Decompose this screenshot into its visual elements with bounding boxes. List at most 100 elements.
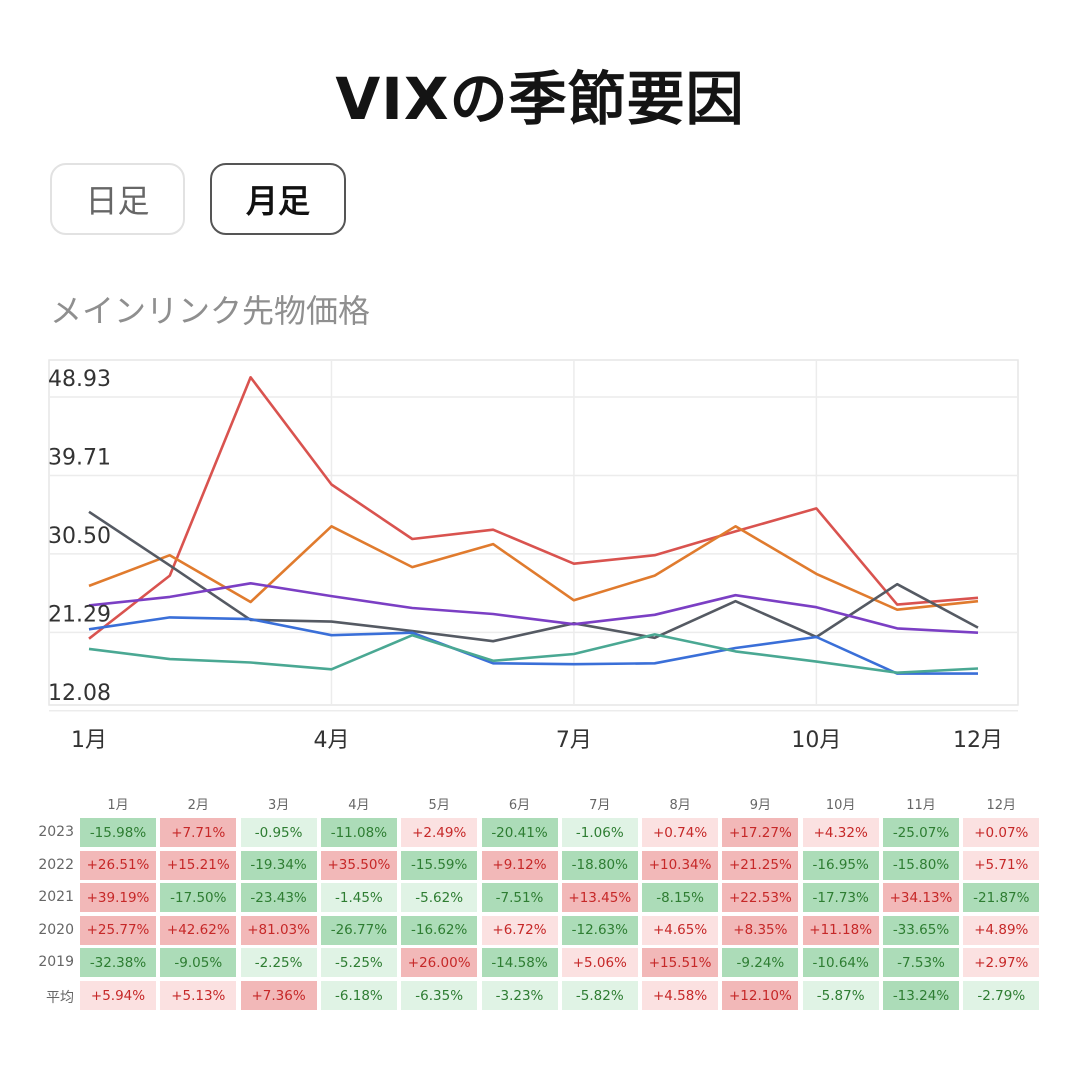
heatmap-row-header: 2022 — [38, 856, 74, 873]
heatmap-cell: +5.71% — [963, 850, 1040, 880]
heatmap-cell: +81.03% — [240, 915, 317, 945]
heatmap-cell: -23.43% — [240, 883, 317, 913]
heatmap-cell: +26.00% — [401, 948, 478, 978]
heatmap-cell: +0.74% — [642, 818, 719, 847]
heatmap-cell: -2.25% — [240, 948, 317, 978]
y-tick-label: 12.08 — [48, 681, 111, 706]
heatmap-cell: +13.45% — [561, 883, 638, 913]
heatmap-cell: -33.65% — [883, 915, 959, 945]
heatmap-cell: -14.58% — [481, 948, 558, 978]
heatmap-cell: -0.95% — [240, 818, 317, 847]
heatmap-cell: -6.18% — [320, 981, 397, 1010]
heatmap-cell: +5.94% — [80, 981, 156, 1010]
heatmap-cell: +5.13% — [160, 981, 237, 1010]
heatmap-cell: -1.45% — [320, 883, 397, 913]
heatmap-cell: -5.82% — [561, 981, 638, 1010]
heatmap-column-header: 11月 — [906, 798, 936, 813]
heatmap-cell: -15.80% — [883, 850, 959, 880]
heatmap-cell: -2.79% — [963, 981, 1040, 1010]
series-line-1 — [88, 375, 979, 640]
chart-subtitle: メインリンク先物価格 — [50, 292, 371, 330]
heatmap-column-header: 5月 — [428, 798, 450, 813]
y-tick-label: 48.93 — [48, 367, 111, 392]
heatmap-column-header: 1月 — [107, 798, 129, 813]
heatmap-cell: -3.23% — [481, 981, 558, 1010]
heatmap-cell: +5.06% — [561, 948, 638, 978]
heatmap-column-header: 10月 — [825, 798, 856, 813]
x-tick-label: 10月 — [791, 728, 841, 753]
heatmap-cell: +26.51% — [80, 850, 156, 880]
heatmap-cell: +11.18% — [802, 915, 879, 945]
heatmap-cell: +7.71% — [160, 818, 237, 847]
heatmap-cell: +39.19% — [80, 883, 156, 913]
heatmap-cell: +35.50% — [320, 850, 397, 880]
heatmap-column-header: 2月 — [187, 798, 209, 813]
series-line-3 — [88, 510, 979, 643]
series-line-2 — [88, 525, 979, 612]
y-tick-label: 30.50 — [48, 524, 111, 549]
series-line-4 — [88, 582, 979, 634]
heatmap-cell: -9.05% — [160, 948, 237, 978]
heatmap-cell: +25.77% — [80, 915, 156, 945]
heatmap-cell: +34.13% — [883, 883, 959, 913]
heatmap-cell: +9.12% — [481, 850, 558, 880]
heatmap-row-header: 2021 — [38, 889, 74, 906]
tab-monthly[interactable]: 月足 — [210, 163, 346, 235]
heatmap-cell: -13.24% — [883, 981, 959, 1010]
heatmap-cell: +8.35% — [722, 915, 799, 945]
seasonality-heatmap: 1月 2月 3月 4月 5月 6月 7月 8月 9月 10月 11月 12月 2023 -15.98% +7… — [0, 780, 1080, 1020]
series-line-5 — [88, 616, 978, 675]
heatmap-cell: -7.53% — [883, 948, 959, 978]
heatmap-cell: -6.35% — [401, 981, 478, 1010]
heatmap-cell: -11.08% — [320, 818, 397, 847]
heatmap-cell: +22.53% — [722, 883, 799, 913]
heatmap-cell: +4.65% — [642, 915, 719, 945]
heatmap-cell: +17.27% — [722, 818, 799, 847]
heatmap-column-header: 9月 — [749, 798, 772, 813]
heatmap-cell: +0.07% — [963, 818, 1040, 847]
heatmap-cell: -18.80% — [561, 850, 638, 880]
tab-daily[interactable]: 日足 — [50, 163, 185, 235]
heatmap-cell: -8.15% — [642, 883, 719, 913]
heatmap-cell: -1.06% — [561, 818, 638, 847]
plot-frame — [48, 359, 1019, 706]
heatmap-cell: -5.87% — [802, 981, 879, 1010]
heatmap-cell: +12.10% — [722, 981, 799, 1010]
heatmap-cell: -10.64% — [802, 948, 879, 978]
heatmap-cell: -26.77% — [320, 915, 397, 945]
heatmap-cell: +15.21% — [160, 850, 237, 880]
heatmap-cell: -19.34% — [240, 850, 317, 880]
heatmap-cell: -9.24% — [722, 948, 799, 978]
heatmap-cell: +7.36% — [240, 981, 317, 1010]
heatmap-column-header: 12月 — [986, 798, 1017, 813]
heatmap-cell: -25.07% — [883, 818, 959, 847]
heatmap-cell: +15.51% — [642, 948, 719, 978]
x-tick-label: 1月 — [71, 728, 107, 753]
heatmap-cell: +6.72% — [481, 915, 558, 945]
heatmap-cell: -16.62% — [401, 915, 478, 945]
heatmap-cell: +4.89% — [963, 915, 1040, 945]
line-chart: 48.93 39.71 30.50 21.29 12.08 1月 4月 7月 10月 12月 — [48, 359, 1019, 753]
heatmap-column-header: 7月 — [589, 798, 611, 813]
x-tick-label: 4月 — [313, 728, 349, 753]
heatmap-cell: -15.59% — [401, 850, 478, 880]
heatmap-cell: -7.51% — [481, 883, 558, 913]
heatmap-cell: +2.97% — [963, 948, 1040, 978]
heatmap-column-header: 8月 — [669, 798, 691, 813]
heatmap-column-header: 3月 — [267, 798, 290, 813]
heatmap-cell: -17.73% — [802, 883, 879, 913]
heatmap-cell: +4.58% — [642, 981, 719, 1010]
heatmap-row-header: 2020 — [38, 921, 74, 938]
heatmap-row-header: 平均 — [46, 990, 74, 1006]
heatmap-column-header: 6月 — [508, 798, 531, 813]
x-tick-label: 7月 — [556, 728, 592, 753]
heatmap-cell: +42.62% — [160, 915, 237, 945]
heatmap-cell: +21.25% — [722, 850, 799, 880]
y-tick-label: 39.71 — [48, 446, 111, 471]
heatmap-cell: -12.63% — [561, 915, 638, 945]
y-tick-label: 21.29 — [48, 602, 111, 627]
heatmap-cell: -5.25% — [320, 948, 397, 978]
x-tick-label: 12月 — [953, 728, 1003, 753]
heatmap-column-header: 4月 — [348, 798, 370, 813]
heatmap-cell: -17.50% — [160, 883, 237, 913]
